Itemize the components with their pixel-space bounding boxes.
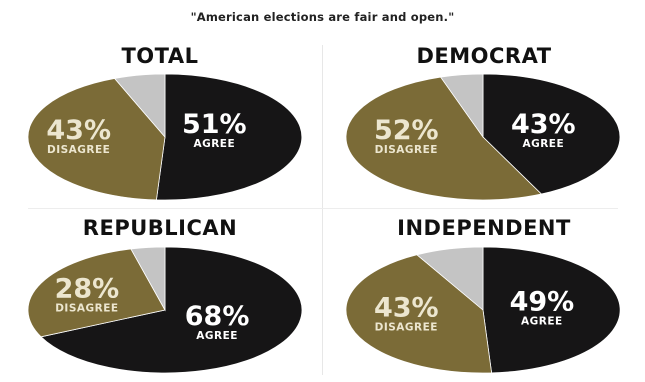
value-label-democrat-agree: 43% [511,109,576,140]
chart-title-independent: INDEPENDENT [397,216,571,240]
pie-slice-democrat-agree [482,73,621,195]
slice-label-republican-agree: AGREE [196,330,238,342]
value-label-total-disagree: 43% [46,115,111,146]
value-label-republican-disagree: 28% [55,274,120,305]
slice-label-total-disagree: DISAGREE [47,144,110,156]
figure-title: "American elections are fair and open." [190,10,455,24]
chart-title-democrat: DEMOCRAT [416,44,552,68]
slice-label-democrat-agree: AGREE [522,138,564,150]
slice-label-independent-agree: AGREE [521,315,563,327]
slice-label-republican-disagree: DISAGREE [55,303,118,315]
pie-slice-republican-other [130,246,166,312]
pie-slice-total-other [113,73,166,139]
pie-slice-independent-other [416,246,484,311]
pie-slice-democrat-disagree [345,76,543,201]
value-label-republican-agree: 68% [185,301,250,332]
value-label-democrat-disagree: 52% [374,115,439,146]
vertical-divider [322,45,323,375]
chart-title-republican: REPUBLICAN [82,216,238,240]
pie-slice-republican-disagree [27,248,166,338]
value-label-independent-agree: 49% [510,286,575,317]
pie-slice-democrat-other [439,73,484,139]
pie-slice-independent-disagree [345,254,493,374]
slice-label-independent-disagree: DISAGREE [375,322,438,334]
horizontal-divider [28,208,618,209]
pie-slice-total-agree [155,73,303,201]
pie-slice-independent-agree [482,246,621,374]
chart-title-total: TOTAL [121,44,199,68]
pie-slice-republican-agree [40,246,303,374]
pie-slice-total-disagree [27,77,166,201]
slice-label-total-agree: AGREE [193,138,235,150]
value-label-independent-disagree: 43% [374,293,439,324]
value-label-total-agree: 51% [182,109,247,140]
slice-label-democrat-disagree: DISAGREE [375,144,438,156]
